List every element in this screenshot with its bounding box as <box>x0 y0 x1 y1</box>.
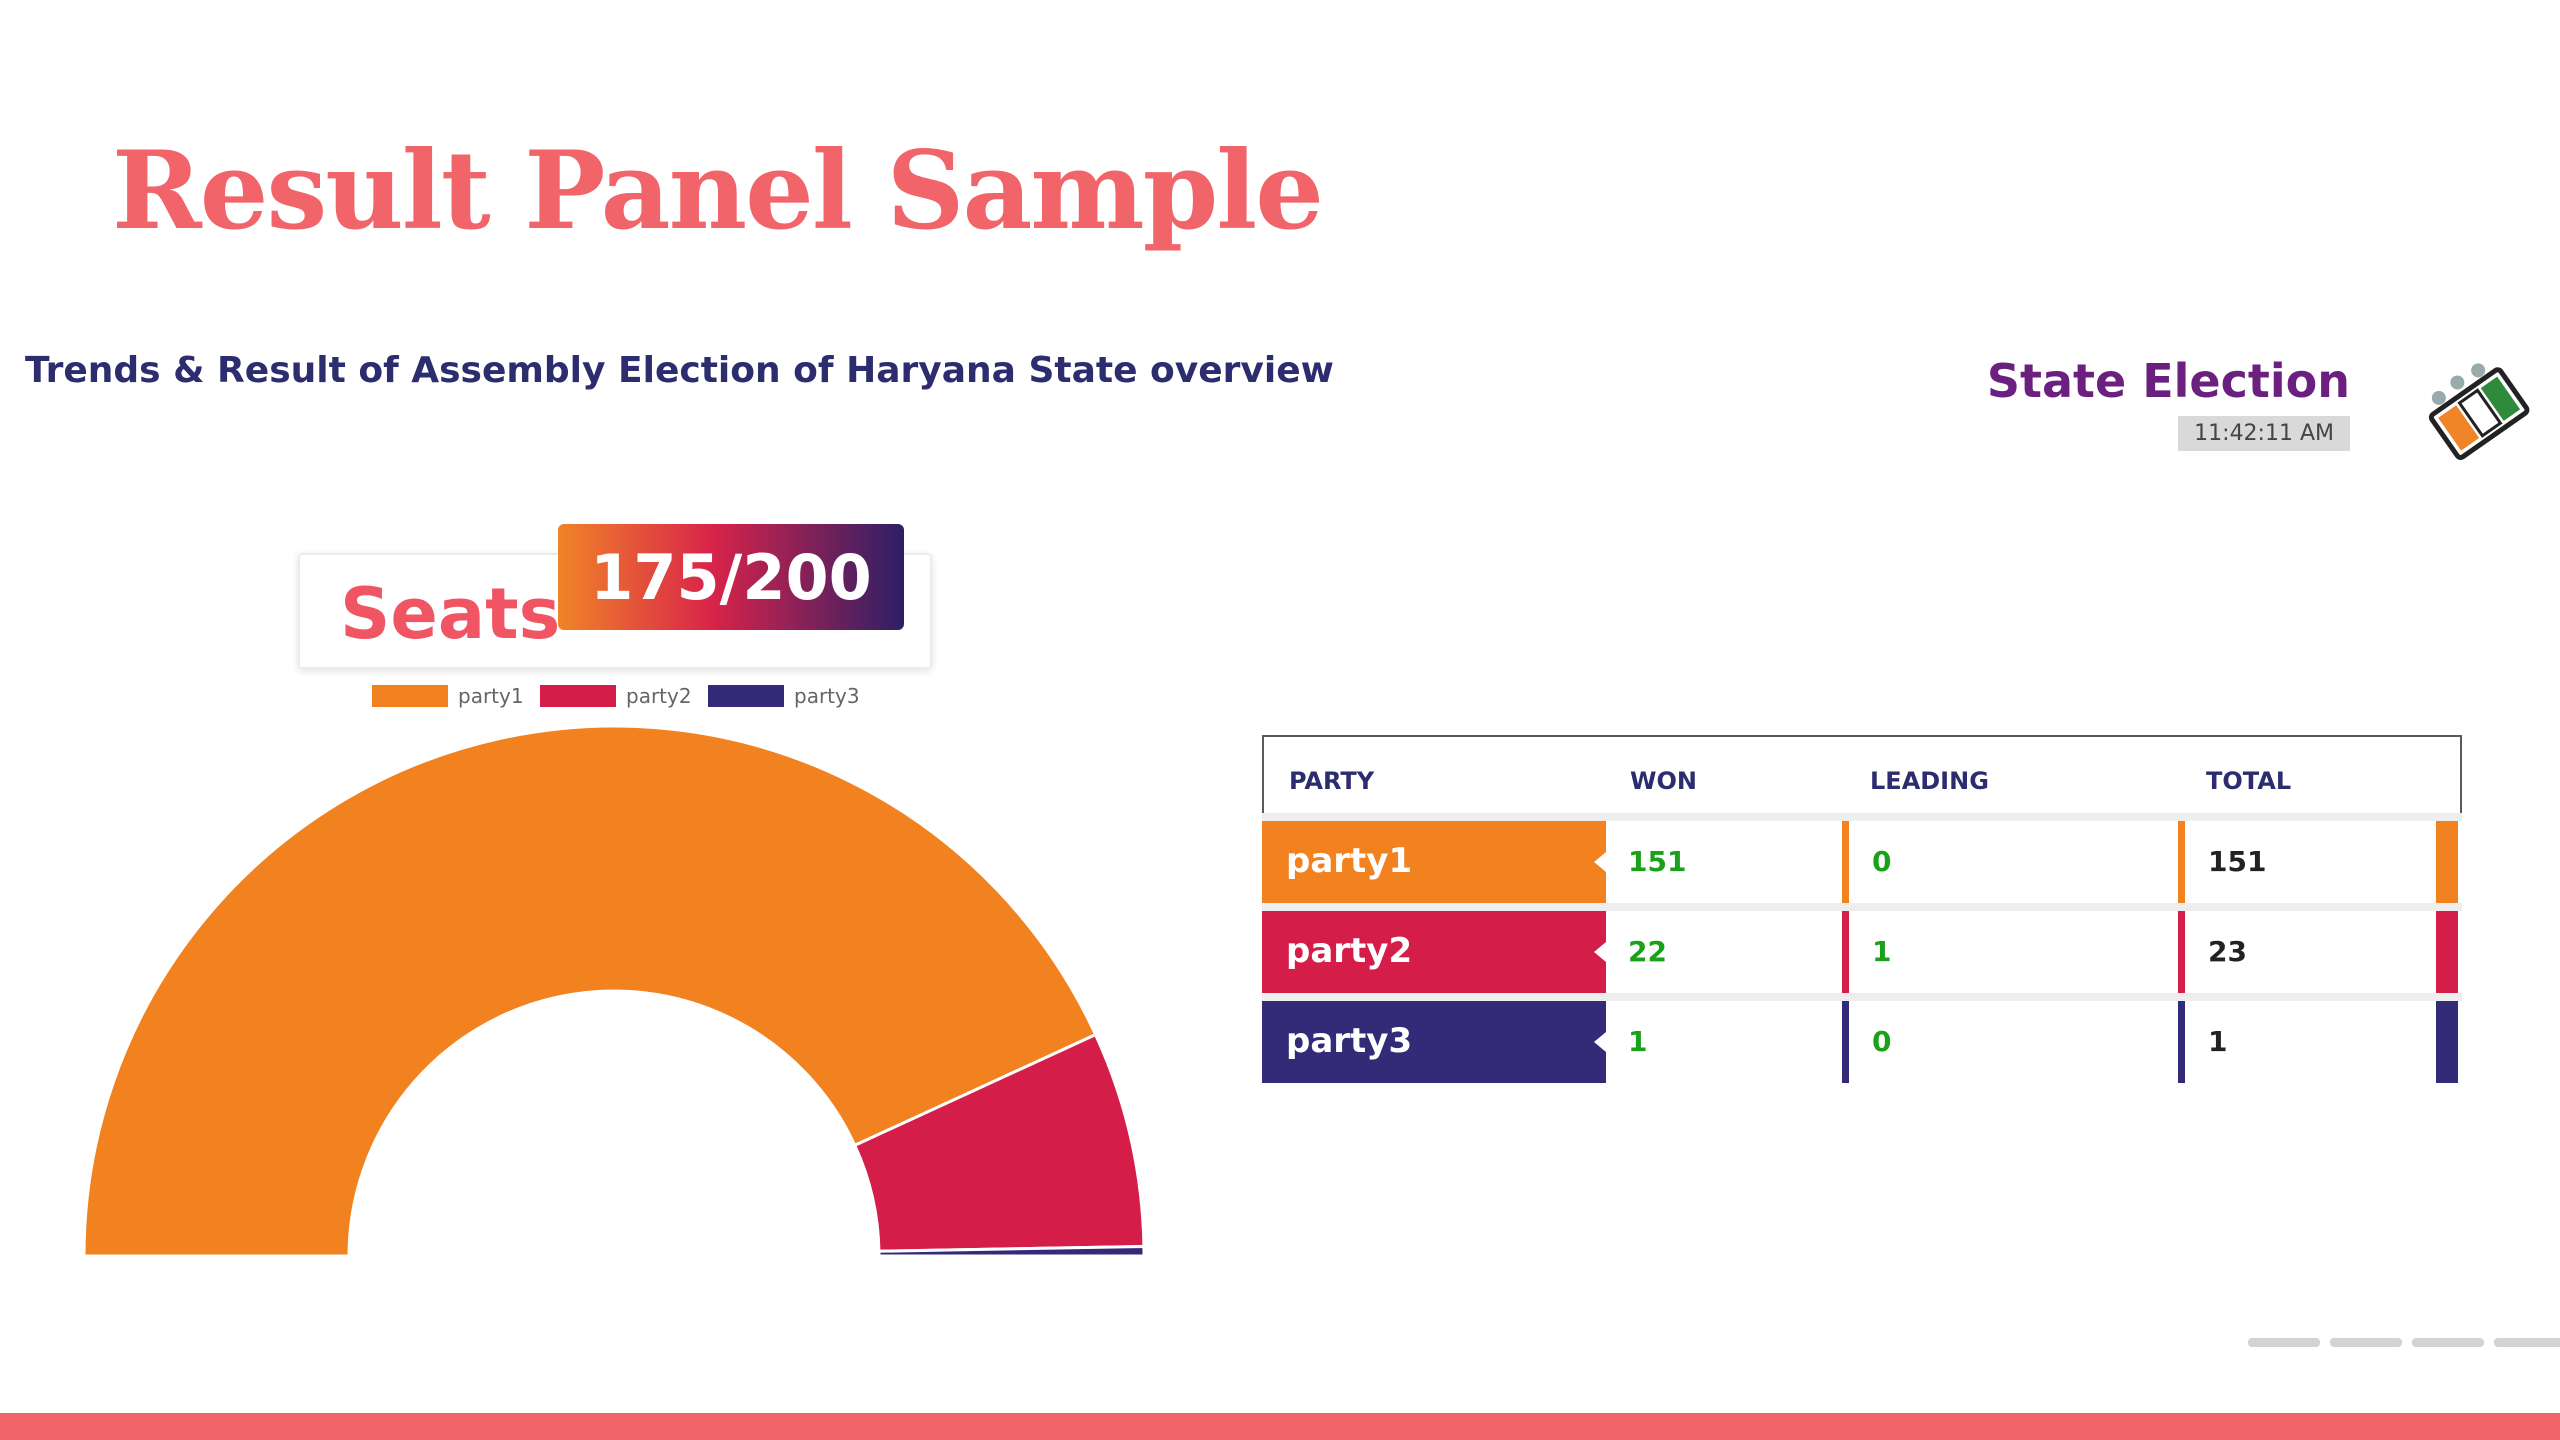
party-name: party1 <box>1286 841 1413 881</box>
header-total: TOTAL <box>2206 767 2292 795</box>
carousel-dot[interactable] <box>2330 1338 2402 1347</box>
page-subtitle: Trends & Result of Assembly Election of … <box>25 350 1334 391</box>
brand-block: State Election 11:42:11 AM <box>1987 340 2560 480</box>
column-divider <box>1842 1001 1849 1083</box>
legend-swatch-party2[interactable] <box>540 685 616 707</box>
row-end-marker <box>2436 1001 2458 1083</box>
carousel-dot[interactable] <box>2412 1338 2484 1347</box>
total-value: 23 <box>2208 935 2247 968</box>
clock-time: 11:42:11 AM <box>2178 416 2350 451</box>
legend-label-party3[interactable]: party3 <box>794 684 860 708</box>
footer-bar <box>0 1413 2560 1440</box>
page-title: Result Panel Sample <box>112 128 1324 254</box>
party-notch <box>1594 852 1606 872</box>
values-cell <box>1606 1001 2462 1083</box>
table-header: PARTY WON LEADING TOTAL <box>1262 735 2462 821</box>
carousel-dot[interactable] <box>2248 1338 2320 1347</box>
won-value: 151 <box>1628 845 1687 878</box>
seats-half-doughnut-chart: party1 party2 party3 <box>82 684 1146 1258</box>
slice-party3[interactable] <box>877 1244 1146 1258</box>
row-gap <box>1262 813 2462 821</box>
total-value: 1 <box>2208 1025 2228 1058</box>
legend-label-party1[interactable]: party1 <box>458 684 524 708</box>
values-cell <box>1606 911 2462 993</box>
party-cell: party3 <box>1262 1001 1606 1083</box>
brand-title: State Election <box>1986 354 2350 408</box>
leading-value: 0 <box>1872 1025 1892 1058</box>
ballot-box-icon <box>2428 363 2530 460</box>
party-name: party3 <box>1286 1021 1413 1061</box>
legend-swatch-party1[interactable] <box>372 685 448 707</box>
table-row: party2 22 1 23 <box>1262 903 2462 993</box>
party-name: party2 <box>1286 931 1413 971</box>
column-divider <box>2178 821 2185 903</box>
leading-value: 1 <box>1872 935 1892 968</box>
column-divider <box>2178 911 2185 993</box>
legend-swatch-party3[interactable] <box>708 685 784 707</box>
party-notch <box>1594 1032 1606 1052</box>
results-table: PARTY WON LEADING TOTAL party1 151 0 151… <box>1262 735 2462 1083</box>
row-end-marker <box>2436 821 2458 903</box>
row-gap <box>1262 993 2462 1001</box>
row-gap <box>1262 903 2462 911</box>
party-cell: party2 <box>1262 911 1606 993</box>
seats-count-badge: 175/200 <box>558 524 904 630</box>
table-row: party3 1 0 1 <box>1262 993 2462 1083</box>
slice-party1[interactable] <box>82 724 1098 1258</box>
values-cell <box>1606 821 2462 903</box>
legend-label-party2[interactable]: party2 <box>626 684 692 708</box>
table-row: party1 151 0 151 <box>1262 813 2462 903</box>
won-value: 1 <box>1628 1025 1648 1058</box>
header-party: PARTY <box>1289 767 1375 795</box>
party-notch <box>1594 942 1606 962</box>
column-divider <box>2178 1001 2185 1083</box>
header-won: WON <box>1630 767 1697 795</box>
leading-value: 0 <box>1872 845 1892 878</box>
total-value: 151 <box>2208 845 2267 878</box>
header-leading: LEADING <box>1870 767 1989 795</box>
party-cell: party1 <box>1262 821 1606 903</box>
carousel-dot[interactable] <box>2494 1338 2560 1347</box>
won-value: 22 <box>1628 935 1667 968</box>
seats-label: Seats <box>340 573 561 655</box>
row-end-marker <box>2436 911 2458 993</box>
column-divider <box>1842 821 1849 903</box>
column-divider <box>1842 911 1849 993</box>
